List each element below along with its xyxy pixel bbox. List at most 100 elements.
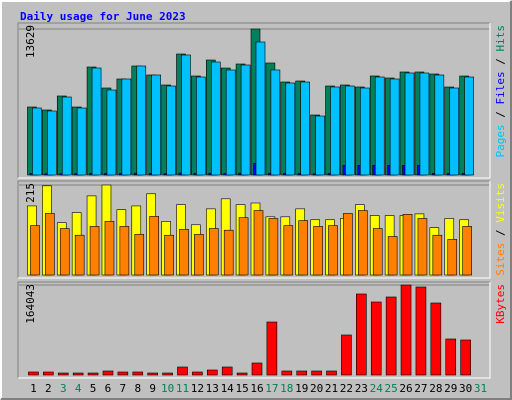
- bar: [196, 76, 206, 176]
- bar: [119, 226, 130, 276]
- x-tick-label: 15: [235, 382, 248, 395]
- legend-separator: /: [494, 223, 507, 243]
- bar: [102, 370, 114, 376]
- plot-bevel: [17, 281, 490, 378]
- bar: [61, 96, 72, 176]
- x-tick-label: 12: [191, 382, 204, 395]
- bar: [57, 372, 69, 376]
- bar: [328, 225, 338, 276]
- x-tick-label: 22: [340, 382, 353, 395]
- bar: [206, 369, 218, 376]
- bar: [270, 69, 281, 176]
- bar: [389, 78, 400, 176]
- bar: [400, 284, 412, 376]
- bar: [194, 234, 204, 276]
- bar: [358, 210, 368, 276]
- bar: [417, 218, 428, 276]
- bar: [345, 85, 355, 176]
- bar: [432, 234, 443, 276]
- legend-separator: /: [494, 52, 507, 72]
- bar: [370, 301, 382, 376]
- x-tick-label: 1: [30, 382, 37, 395]
- bar: [462, 226, 472, 276]
- x-tick-label: 11: [176, 382, 189, 395]
- legend: KBytes: [494, 284, 507, 324]
- bar: [59, 228, 70, 276]
- x-tick-label: 4: [75, 382, 82, 395]
- bar: [283, 225, 294, 276]
- legend-entry: Sites: [494, 243, 507, 276]
- bar: [151, 74, 161, 176]
- bar: [221, 366, 233, 376]
- bar: [330, 86, 340, 176]
- bar: [134, 234, 145, 276]
- bar: [104, 221, 115, 276]
- bar: [240, 64, 251, 176]
- bar: [32, 107, 42, 176]
- bar: [266, 321, 278, 376]
- bar: [223, 229, 234, 276]
- bar: [402, 214, 413, 276]
- bar: [149, 216, 159, 276]
- plot-bevel: [18, 181, 491, 279]
- bar: [236, 372, 248, 376]
- x-tick-label: 30: [459, 382, 472, 395]
- x-tick-label: 25: [385, 382, 398, 395]
- x-tick-label: 16: [250, 382, 263, 395]
- chart-title: Daily usage for June 2023: [20, 10, 186, 23]
- bar: [281, 370, 293, 376]
- bar: [87, 372, 99, 376]
- plot-bevel: [18, 23, 491, 179]
- bar: [460, 339, 471, 376]
- x-tick-label: 7: [120, 382, 127, 395]
- bar: [136, 65, 147, 176]
- x-tick-label: 31: [474, 382, 487, 395]
- bar: [117, 371, 129, 376]
- x-tick-label: 6: [105, 382, 112, 395]
- bar: [374, 76, 385, 176]
- x-tick-label: 13: [206, 382, 219, 395]
- bar: [28, 371, 39, 376]
- legend-entry: Files: [494, 71, 507, 104]
- bar: [162, 372, 173, 376]
- bar: [45, 213, 55, 276]
- bar: [385, 296, 397, 376]
- bar: [179, 229, 189, 276]
- bar: [315, 115, 325, 176]
- plot-area: [18, 282, 490, 378]
- x-tick-label: 24: [370, 382, 384, 395]
- x-tick-label: 26: [399, 382, 412, 395]
- x-tick-label: 23: [355, 382, 368, 395]
- bar: [181, 54, 191, 176]
- bar: [76, 107, 87, 176]
- bar: [106, 89, 117, 176]
- x-tick-label: 17: [265, 382, 278, 395]
- bar: [72, 372, 84, 376]
- bar: [298, 220, 309, 276]
- x-tick-label: 20: [310, 382, 323, 395]
- plot-bevel: [17, 22, 490, 178]
- bar: [343, 213, 353, 276]
- legend-entry: Visits: [494, 183, 507, 223]
- bar: [311, 370, 322, 376]
- bar: [91, 67, 102, 176]
- bar: [132, 371, 144, 376]
- bar: [356, 293, 367, 376]
- bar: [47, 110, 57, 176]
- x-tick-label: 19: [295, 382, 308, 395]
- x-tick-label: 29: [444, 382, 457, 395]
- bar: [251, 362, 263, 376]
- bar: [147, 372, 158, 376]
- bar: [74, 234, 85, 276]
- bar: [313, 226, 323, 276]
- x-tick-label: 28: [429, 382, 442, 395]
- bar: [434, 74, 445, 176]
- bar: [208, 228, 219, 276]
- bar: [225, 69, 236, 176]
- bar: [360, 87, 370, 176]
- x-tick-label: 5: [90, 382, 97, 395]
- x-tick-label: 8: [134, 382, 141, 395]
- x-tick-label: 9: [149, 382, 156, 395]
- bar: [445, 338, 457, 376]
